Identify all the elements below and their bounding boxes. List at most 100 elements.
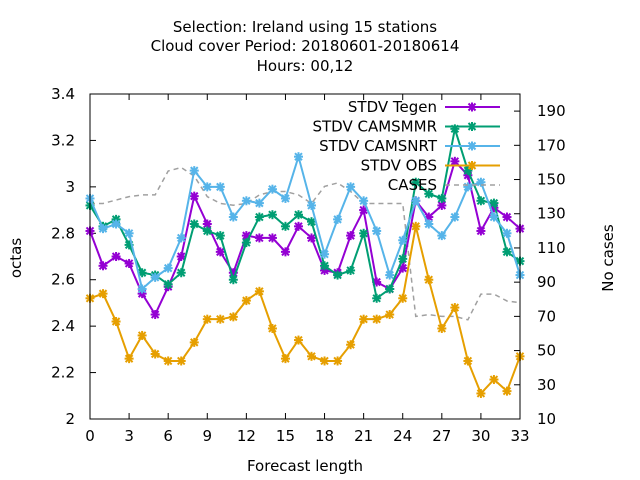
data-point — [280, 247, 290, 257]
data-point — [280, 221, 290, 231]
data-point — [385, 270, 395, 280]
y2-tick-label: 130 — [537, 205, 566, 223]
x-tick-label: 9 — [202, 427, 212, 445]
data-point — [489, 198, 499, 208]
data-point — [476, 226, 486, 236]
data-point — [176, 268, 186, 278]
data-point — [476, 388, 486, 398]
data-point — [215, 182, 225, 192]
series-line-cases — [90, 166, 521, 321]
data-point — [307, 233, 317, 243]
series-stdv-camsmmr — [85, 124, 525, 303]
x-axis-label: Forecast length — [247, 457, 363, 475]
data-point — [176, 356, 186, 366]
y2-tick-label: 90 — [537, 273, 556, 291]
data-point — [176, 233, 186, 243]
data-point — [202, 314, 212, 324]
y-tick-label: 3.2 — [51, 131, 75, 149]
data-point — [241, 296, 251, 306]
data-point — [228, 212, 238, 222]
data-point — [346, 231, 356, 241]
data-point — [346, 265, 356, 275]
y2-tick-label: 10 — [537, 410, 556, 428]
data-point — [98, 261, 108, 271]
legend-entry-stdv-obs: STDV OBS — [361, 157, 500, 175]
x-tick-label: 18 — [315, 427, 334, 445]
data-point — [137, 330, 147, 340]
y2-tick-label: 190 — [537, 102, 566, 120]
data-point — [215, 314, 225, 324]
legend-marker — [467, 161, 477, 170]
x-tick-label: 15 — [276, 427, 295, 445]
data-point — [398, 254, 408, 264]
chart-title: Selection: Ireland using 15 stations Clo… — [151, 18, 460, 75]
data-point — [502, 386, 512, 396]
data-point — [424, 189, 434, 199]
data-point — [137, 284, 147, 294]
series-line-stdv-tegen — [89, 159, 521, 317]
data-point — [215, 247, 225, 257]
data-point — [502, 212, 512, 222]
data-point — [372, 226, 382, 236]
title-line-1: Selection: Ireland using 15 stations — [173, 18, 437, 36]
plot-frame — [89, 93, 521, 420]
data-point — [463, 182, 473, 192]
data-point — [176, 252, 186, 261]
legend-label: CASES — [388, 176, 437, 194]
data-point — [372, 314, 382, 324]
data-point — [489, 212, 499, 222]
y-tick-label: 2.4 — [51, 317, 75, 335]
data-point — [124, 228, 134, 238]
legend-marker — [467, 102, 477, 112]
y-tick-label: 2.2 — [51, 364, 75, 382]
legend-entry-stdv-tegen: STDV Tegen — [348, 98, 500, 116]
series-line-stdv-obs — [89, 226, 521, 396]
x-tick-label: 27 — [432, 427, 451, 445]
data-point — [437, 193, 447, 203]
data-point — [189, 337, 199, 347]
data-point — [124, 354, 134, 364]
legend-marker — [467, 122, 477, 131]
data-point — [254, 233, 264, 243]
data-point — [307, 351, 317, 361]
data-point — [202, 182, 212, 192]
y2-tick-label: 170 — [537, 136, 566, 154]
x-tick-label: 24 — [393, 427, 412, 445]
y-tick-label: 3 — [65, 178, 75, 196]
legend-entry-stdv-camsnrt: STDV CAMSNRT — [319, 137, 500, 155]
x-tick-label: 21 — [354, 427, 373, 445]
data-point — [385, 310, 395, 320]
data-point — [476, 196, 486, 206]
legend-label: STDV Tegen — [348, 98, 437, 116]
data-point — [320, 356, 330, 366]
data-point — [359, 228, 369, 238]
data-point — [359, 196, 369, 206]
data-point — [254, 212, 264, 222]
y-axis-label: octas — [7, 238, 25, 278]
data-point — [307, 217, 317, 227]
title-line-2: Cloud cover Period: 20180601-20180614 — [151, 37, 460, 55]
data-point — [333, 270, 343, 280]
y2-tick-label: 70 — [537, 307, 556, 325]
data-point — [411, 221, 421, 231]
legend-entry-cases: CASES — [388, 176, 500, 194]
data-point — [163, 263, 173, 273]
y2-tick-label: 110 — [537, 239, 566, 257]
data-point — [450, 156, 460, 166]
data-point — [189, 191, 199, 201]
data-point — [398, 235, 408, 245]
data-point — [254, 198, 264, 208]
data-point — [463, 356, 473, 366]
data-point — [241, 238, 251, 248]
x-tick-label: 0 — [85, 427, 95, 445]
data-point — [267, 184, 277, 194]
data-point — [189, 219, 199, 229]
x-tick-label: 30 — [471, 427, 490, 445]
data-point — [293, 152, 303, 162]
data-point — [411, 177, 421, 187]
y-tick-label: 2 — [65, 410, 75, 428]
legend-marker — [467, 141, 477, 151]
y-tick-label: 3.4 — [51, 85, 75, 103]
data-point — [293, 221, 303, 231]
axis-ticks: 0 3 6 9 12 15 18 21 24 27 30 33 2 2.2 2.4 2.6 2.8 3 3.2 3.4… — [51, 85, 566, 445]
